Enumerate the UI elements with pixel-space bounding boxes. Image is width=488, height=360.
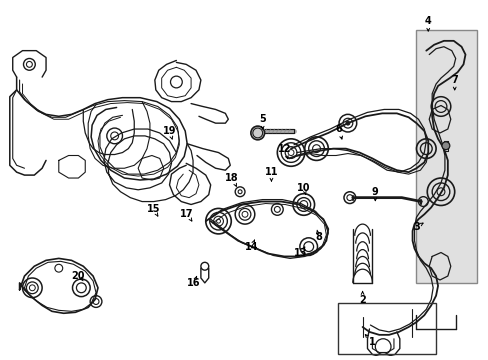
Text: 16: 16 <box>187 278 201 288</box>
Text: 11: 11 <box>264 167 278 177</box>
Text: 19: 19 <box>163 126 176 136</box>
Text: 1: 1 <box>368 337 375 347</box>
Circle shape <box>250 126 264 140</box>
Text: 20: 20 <box>72 271 85 281</box>
Bar <box>416 30 476 283</box>
Text: 10: 10 <box>296 183 310 193</box>
Text: 13: 13 <box>293 248 307 258</box>
Circle shape <box>345 121 349 125</box>
Text: 18: 18 <box>225 173 239 183</box>
Text: 9: 9 <box>371 187 378 197</box>
Text: 4: 4 <box>424 16 431 26</box>
Circle shape <box>441 142 449 150</box>
Text: 7: 7 <box>450 75 457 85</box>
Text: 8: 8 <box>314 232 321 242</box>
Text: 15: 15 <box>147 204 160 215</box>
Text: 12: 12 <box>277 144 290 154</box>
Bar <box>337 303 435 355</box>
Text: 2: 2 <box>359 294 365 305</box>
Text: 14: 14 <box>244 242 258 252</box>
Text: 6: 6 <box>335 124 342 134</box>
Text: 17: 17 <box>180 209 194 219</box>
Text: 5: 5 <box>259 114 265 124</box>
Text: 3: 3 <box>412 222 419 232</box>
